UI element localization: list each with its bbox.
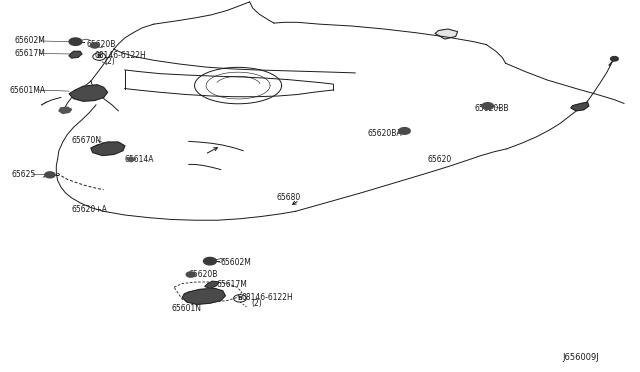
- Circle shape: [69, 38, 82, 45]
- Polygon shape: [127, 157, 136, 162]
- Text: 65601MA: 65601MA: [10, 86, 45, 94]
- Text: 65614A: 65614A: [125, 155, 154, 164]
- Circle shape: [45, 172, 55, 178]
- Text: B: B: [237, 296, 242, 301]
- Circle shape: [611, 57, 618, 61]
- Text: 65620B: 65620B: [189, 270, 218, 279]
- Text: 65620: 65620: [428, 155, 452, 164]
- Text: B: B: [96, 54, 101, 59]
- Text: 65617M: 65617M: [14, 49, 45, 58]
- Text: (2): (2): [104, 57, 115, 66]
- Polygon shape: [69, 85, 108, 101]
- Text: 65680: 65680: [276, 193, 301, 202]
- Circle shape: [204, 257, 216, 265]
- Circle shape: [482, 103, 493, 109]
- Polygon shape: [205, 281, 219, 288]
- Polygon shape: [182, 288, 225, 304]
- Text: 08146-6122H: 08146-6122H: [242, 293, 294, 302]
- Circle shape: [186, 272, 195, 277]
- Polygon shape: [435, 29, 458, 39]
- Circle shape: [90, 43, 99, 48]
- Text: 65620BB: 65620BB: [475, 104, 509, 113]
- Text: J656009J: J656009J: [562, 353, 598, 362]
- Text: 65670N: 65670N: [72, 136, 102, 145]
- Polygon shape: [571, 102, 589, 111]
- Text: 65620B: 65620B: [86, 40, 116, 49]
- Text: 65625: 65625: [12, 170, 36, 179]
- Circle shape: [399, 128, 410, 134]
- Polygon shape: [59, 107, 72, 113]
- Text: 65602M: 65602M: [14, 36, 45, 45]
- Text: 08146-6122H: 08146-6122H: [95, 51, 147, 60]
- Polygon shape: [69, 51, 82, 58]
- Text: 65620BA: 65620BA: [368, 129, 403, 138]
- Text: 65617M: 65617M: [216, 280, 247, 289]
- Text: 65601N: 65601N: [172, 304, 202, 313]
- Text: (2): (2): [252, 299, 262, 308]
- Text: 65602M: 65602M: [221, 258, 252, 267]
- Polygon shape: [91, 142, 125, 155]
- Text: 65620+A: 65620+A: [72, 205, 108, 214]
